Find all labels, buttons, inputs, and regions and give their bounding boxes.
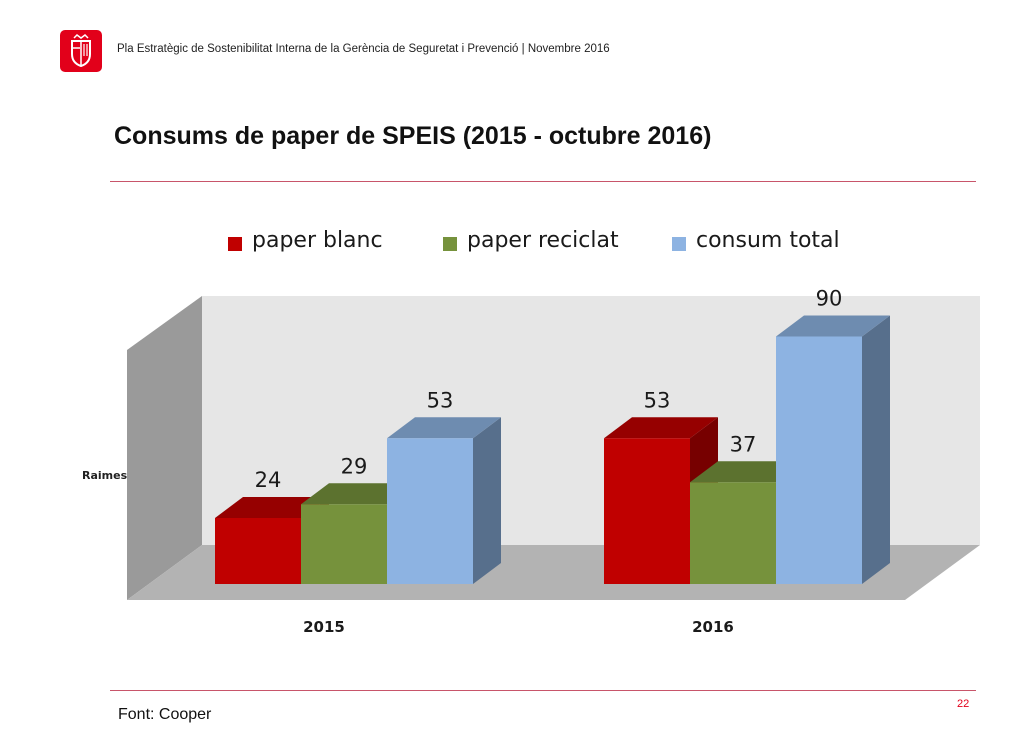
chart-labels: 24 53 29 37 53 90 2015 2016: [255, 287, 843, 637]
bar-top-face: [215, 497, 329, 518]
source-note: Font: Cooper: [118, 706, 212, 723]
legend-label: paper reciclat: [467, 228, 619, 253]
data-label: 53: [427, 388, 454, 412]
x-tick-label: 2016: [692, 618, 734, 636]
legend-label: paper blanc: [252, 228, 383, 253]
bar-top-face: [776, 315, 890, 337]
bar-side-face: [473, 417, 501, 584]
bar-front-face: [776, 336, 862, 584]
bar-side-face: [862, 315, 890, 584]
data-label: 24: [255, 468, 282, 492]
bar-front-face: [387, 438, 473, 584]
header-text: Pla Estratègic de Sostenibilitat Interna…: [117, 43, 610, 55]
data-label: 90: [816, 287, 843, 311]
legend-swatch: [443, 237, 457, 251]
bar-top-face: [387, 417, 501, 439]
data-label: 37: [730, 432, 757, 456]
x-tick-label: 2015: [303, 618, 345, 636]
bar-top-face: [690, 461, 804, 483]
bar-top-face: [301, 483, 415, 505]
legend-swatch: [228, 237, 242, 251]
bar-front-face: [301, 504, 387, 584]
bar-front-face: [215, 518, 301, 584]
chart-bars: [215, 315, 890, 584]
slide-title: Consums de paper de SPEIS (2015 - octubr…: [114, 122, 712, 150]
y-axis-label: Raimes: [82, 469, 128, 482]
page-number: 22: [957, 698, 970, 710]
city-logo: [60, 30, 102, 72]
bar-front-face: [690, 482, 776, 584]
data-label: 53: [644, 388, 671, 412]
data-label: 29: [341, 454, 368, 478]
bar-2015-2: [387, 417, 501, 584]
bar-top-face: [604, 417, 718, 439]
legend-swatch: [672, 237, 686, 251]
bar-2016-2: [776, 315, 890, 584]
legend-label: consum total: [696, 228, 840, 253]
chart-side-wall: [127, 296, 202, 600]
city-shield-icon: [71, 34, 91, 68]
bar-front-face: [604, 438, 690, 584]
footer-divider: [110, 690, 976, 691]
title-divider: [110, 181, 976, 182]
